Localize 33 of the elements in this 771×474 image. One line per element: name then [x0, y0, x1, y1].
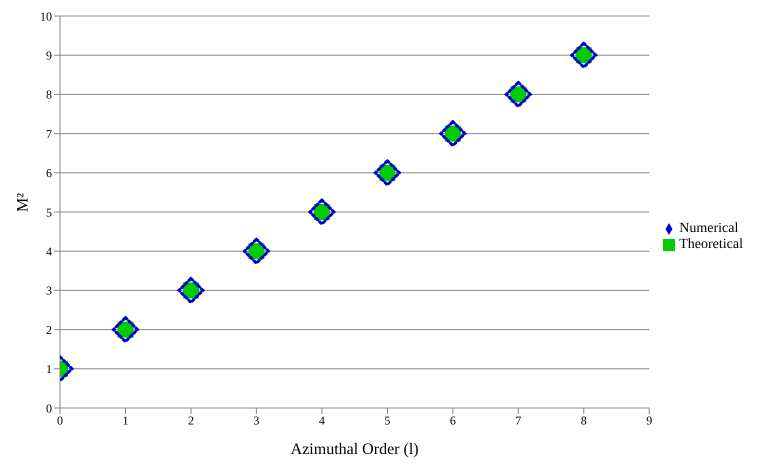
point: [308, 198, 336, 226]
y-tick-label: 6: [46, 166, 52, 180]
point: [374, 159, 401, 186]
y-tick-label: 7: [46, 126, 52, 141]
point: [177, 276, 204, 304]
x-tick-label: 3: [253, 414, 260, 428]
y-tick-label: 2: [46, 322, 52, 337]
x-tick-label: 0: [57, 414, 63, 428]
point: [112, 316, 139, 344]
x-tick-label: 7: [515, 414, 522, 428]
x-tick-label: 5: [384, 414, 390, 428]
legend-label: Numerical: [679, 221, 738, 236]
legend-label: Theoretical: [679, 237, 743, 252]
x-tick-label: 2: [188, 414, 194, 428]
point: [439, 120, 466, 148]
y-tick-label: 5: [46, 205, 52, 220]
x-tick-label: 1: [122, 414, 128, 428]
y-tick-label: 9: [46, 48, 52, 62]
y-tick-label: 8: [46, 88, 52, 102]
y-tick-label: 0: [46, 401, 52, 416]
x-tick-label: 8: [580, 414, 587, 428]
y-tick-label: 4: [46, 244, 52, 258]
y-tick-label: 3: [46, 284, 52, 298]
point: [570, 42, 598, 69]
x-tick-label: 6: [450, 414, 456, 428]
point: [242, 238, 270, 265]
y-tick-label: 1: [46, 362, 52, 376]
x-tick-label: 4: [318, 414, 325, 428]
x-tick-label: 9: [646, 414, 652, 428]
x-axis-title: Azimuthal Order (l): [290, 441, 419, 458]
point: [504, 80, 532, 108]
y-tick-label: 10: [40, 9, 52, 24]
y-axis-title: M²: [14, 192, 32, 212]
